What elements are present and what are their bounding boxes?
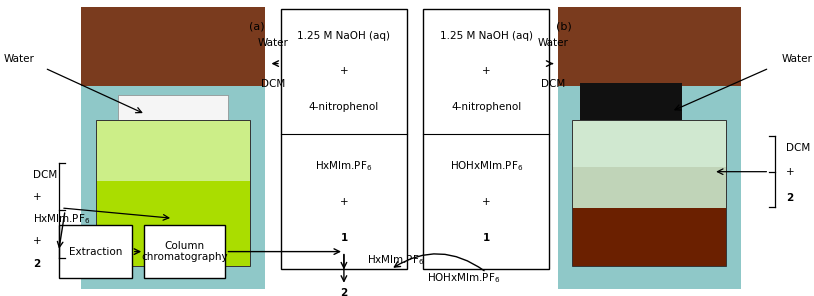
Bar — [572, 207, 726, 266]
Text: $\mathbf{2}$: $\mathbf{2}$ — [786, 191, 794, 202]
Bar — [572, 120, 726, 167]
Text: DCM: DCM — [541, 79, 566, 89]
Text: +: + — [482, 66, 491, 76]
Text: DCM: DCM — [33, 170, 57, 180]
Text: $\mathbf{1}$: $\mathbf{1}$ — [339, 231, 348, 243]
Text: +: + — [33, 192, 42, 202]
Bar — [81, 7, 265, 289]
Bar — [558, 7, 741, 86]
Text: HxMIm.PF$_6$: HxMIm.PF$_6$ — [366, 254, 424, 267]
Text: Water: Water — [538, 38, 569, 48]
Bar — [572, 120, 726, 266]
Text: +: + — [786, 167, 794, 177]
Text: DCM: DCM — [260, 79, 285, 89]
Text: +: + — [339, 197, 348, 207]
Text: 1.25 M NaOH (aq): 1.25 M NaOH (aq) — [440, 31, 533, 41]
Bar — [558, 7, 741, 289]
Bar — [144, 225, 225, 278]
Bar — [580, 83, 682, 134]
Text: Column
chromatography: Column chromatography — [142, 241, 228, 262]
Text: HOHxMIm.PF$_6$: HOHxMIm.PF$_6$ — [449, 159, 523, 173]
Text: $\mathbf{1}$: $\mathbf{1}$ — [482, 231, 491, 243]
Bar — [96, 120, 250, 181]
Bar — [118, 95, 228, 123]
Text: 1.25 M NaOH (aq): 1.25 M NaOH (aq) — [297, 31, 391, 41]
Bar — [572, 167, 726, 207]
Text: +: + — [482, 197, 491, 207]
Text: +: + — [33, 236, 42, 246]
Bar — [59, 225, 132, 278]
Bar — [423, 9, 549, 269]
Text: 4-nitrophenol: 4-nitrophenol — [451, 102, 522, 112]
Text: DCM: DCM — [786, 143, 810, 153]
Bar — [96, 120, 250, 266]
Text: Water: Water — [257, 38, 288, 48]
Text: Extraction: Extraction — [68, 247, 122, 257]
Text: HxMIm.PF$_6$: HxMIm.PF$_6$ — [33, 212, 90, 226]
Bar — [96, 181, 250, 266]
Text: Water: Water — [781, 54, 812, 64]
FancyArrowPatch shape — [394, 254, 484, 271]
Text: HOHxMIm.PF$_6$: HOHxMIm.PF$_6$ — [427, 271, 501, 285]
Bar — [81, 7, 265, 86]
Text: (a): (a) — [248, 22, 265, 32]
Text: +: + — [339, 66, 348, 76]
Text: Water: Water — [4, 54, 35, 64]
Text: 4-nitrophenol: 4-nitrophenol — [309, 102, 379, 112]
Text: $\mathbf{2}$: $\mathbf{2}$ — [33, 258, 41, 269]
Text: $\mathbf{2}$: $\mathbf{2}$ — [339, 286, 348, 296]
Text: (b): (b) — [556, 22, 572, 32]
Bar — [281, 9, 407, 269]
Text: HxMIm.PF$_6$: HxMIm.PF$_6$ — [315, 159, 373, 173]
